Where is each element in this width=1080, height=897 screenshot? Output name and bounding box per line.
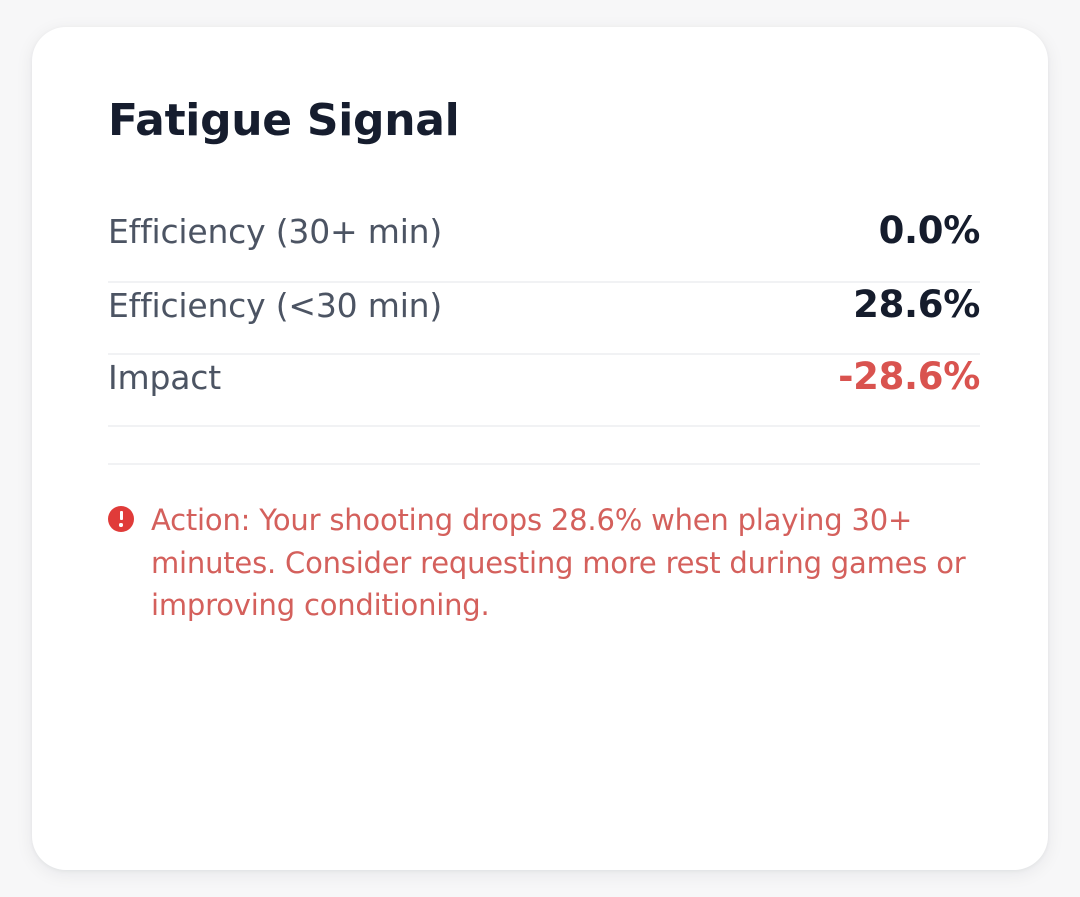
metric-label-efficiency-30-plus: Efficiency (30+ min) xyxy=(108,212,443,252)
metric-value-efficiency-30-plus: 0.0% xyxy=(878,209,981,253)
fatigue-signal-card: Fatigue Signal Efficiency (30+ min) 0.0%… xyxy=(32,27,1048,870)
metric-row: Efficiency (30+ min) 0.0% xyxy=(108,209,981,284)
metric-row: Impact -28.6% xyxy=(108,355,980,428)
metric-value-efficiency-under-30: 28.6% xyxy=(853,283,980,327)
metrics-footer-divider xyxy=(108,427,980,466)
action-callout-text: Action: Your shooting drops 28.6% when p… xyxy=(151,503,966,623)
alert-circle-icon xyxy=(108,506,134,533)
metric-value-impact: -28.6% xyxy=(838,355,980,399)
metric-label-efficiency-under-30: Efficiency (<30 min) xyxy=(108,286,443,326)
action-callout: Action: Your shooting drops 28.6% when p… xyxy=(108,499,988,626)
metric-row: Efficiency (<30 min) 28.6% xyxy=(108,283,980,356)
metrics-list: Efficiency (30+ min) 0.0% Efficiency (<3… xyxy=(108,209,981,466)
card-title: Fatigue Signal xyxy=(108,95,460,146)
metric-label-impact: Impact xyxy=(108,358,221,398)
